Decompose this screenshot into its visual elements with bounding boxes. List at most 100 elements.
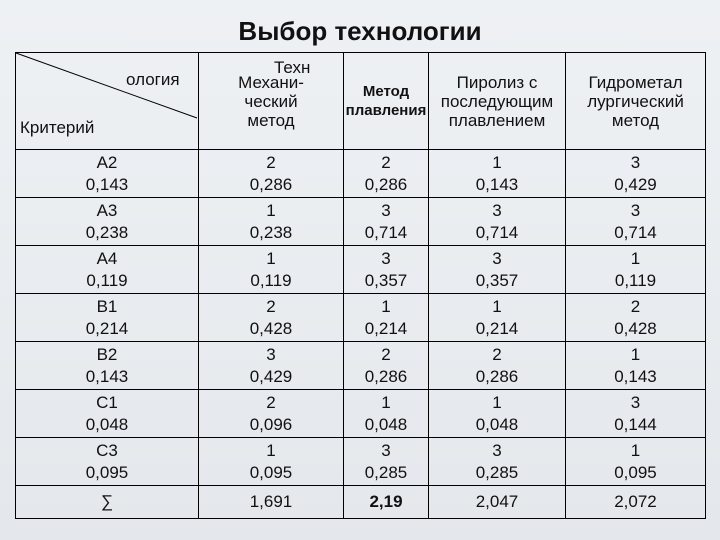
table-cell: 2 0,096 [198, 389, 344, 438]
table-row: А2 0,143 2 0,286 2 0,286 1 0,143 3 0,429 [15, 149, 706, 198]
cell-line: 0,096 [249, 414, 293, 434]
table-cell: 1 0,119 [565, 245, 706, 294]
cell-line: А2 [96, 152, 118, 172]
table-cell: 1 0,095 [198, 437, 344, 486]
cell-line: 1 [630, 248, 641, 268]
cell-line: 3 [492, 440, 502, 460]
cell-line: 0,285 [364, 462, 408, 482]
cell-line: 3 [630, 152, 641, 172]
cell-line: ческий [244, 91, 298, 111]
cell-line: 0,286 [364, 366, 408, 386]
table-cell: 3 0,357 [428, 245, 566, 294]
table-cell: 1 0,143 [565, 341, 706, 390]
cell-line: 0,285 [475, 462, 519, 482]
table-row: В2 0,143 3 0,429 2 0,286 2 0,286 1 0,143 [15, 341, 706, 390]
cell-line: 0,119 [614, 270, 657, 290]
cell-line: В1 [96, 296, 118, 316]
table-cell: 2 0,286 [343, 341, 429, 390]
cell-line: В2 [96, 344, 118, 364]
table-cell: 2 0,428 [565, 293, 706, 342]
cell-line: 0,095 [85, 462, 129, 482]
table-cell: 3 0,357 [343, 245, 429, 294]
table-row: С3 0,095 1 0,095 3 0,285 3 0,285 1 0,095 [15, 437, 706, 486]
cell-line: 1 [266, 248, 276, 268]
table-cell: 3 0,285 [343, 437, 429, 486]
table-cell: С3 0,095 [15, 437, 199, 486]
header-row: Механи-ческий метод Метод плавления Пиролиз … [15, 52, 706, 150]
table-cell: 3 0,714 [565, 197, 706, 246]
table-cell: 1 0,214 [343, 293, 429, 342]
table-cell: 1 0,048 [343, 389, 429, 438]
cell-line: 0,048 [85, 414, 129, 434]
cell-line: 0,286 [475, 366, 519, 386]
title: Выбор технологии [238, 16, 482, 46]
cell-line: 1 [492, 152, 502, 172]
table-cell: 2 0,428 [198, 293, 344, 342]
table-row: А3 0,238 1 0,238 3 0,714 3 0,714 3 0,714 [15, 197, 706, 246]
cell-line: 0,144 [614, 414, 657, 434]
cell-line: 3 [381, 200, 391, 220]
table-row: С1 0,048 2 0,096 1 0,048 1 0,048 3 0,144 [15, 389, 706, 438]
table-cell: А2 0,143 [15, 149, 199, 198]
cell-line: 2 [266, 296, 276, 316]
cell-line: 0,238 [249, 222, 293, 242]
cell-line: 3 [381, 248, 391, 268]
table-row: А4 0,119 1 0,119 3 0,357 3 0,357 1 0,119 [15, 245, 706, 294]
sum-cell: ∑ [15, 485, 199, 519]
cell-line: Механи- [238, 72, 304, 92]
cell-line: 2 [266, 392, 276, 412]
cell-line: 0,429 [614, 174, 657, 194]
cell-line: 0,286 [249, 174, 293, 194]
table-cell: 3 0,429 [565, 149, 706, 198]
cell-line: 3 [381, 440, 391, 460]
cell-line: 0,143 [475, 174, 519, 194]
table-cell: 3 0,714 [428, 197, 566, 246]
table: Механи-ческий метод Метод плавления Пиролиз … [15, 52, 706, 519]
sum-cell: 2,047 [428, 485, 566, 519]
cell-line: 0,143 [85, 174, 129, 194]
cell-line: 0,714 [614, 222, 657, 242]
table-cell: 2 0,286 [343, 149, 429, 198]
cell-line: 0,048 [475, 414, 519, 434]
cell-line: 2 [630, 296, 641, 316]
table-cell: 3 0,714 [343, 197, 429, 246]
cell-line: плавления [345, 102, 427, 119]
cell-line: 0,214 [475, 318, 519, 338]
cell-line: 0,119 [86, 270, 128, 290]
cell-line: 2 [381, 344, 391, 364]
cell-line: 0,143 [85, 366, 129, 386]
cell-line: А3 [96, 200, 118, 220]
column-header: Гидрометал лургический метод [565, 52, 706, 150]
cell-line: 0,714 [364, 222, 408, 242]
cell-line: С1 [96, 392, 118, 412]
cell-line: Пиролиз с [456, 72, 538, 92]
cell-line: 0,048 [364, 414, 408, 434]
cell-line: 0,286 [364, 174, 408, 194]
cell-line: 0,357 [364, 270, 408, 290]
table-cell: 1 0,238 [198, 197, 344, 246]
cell-line: 1 [381, 296, 391, 316]
table-cell: 1 0,048 [428, 389, 566, 438]
corner-criterion: Критерий [20, 118, 95, 137]
column-header: Механи-ческий метод [198, 52, 344, 150]
table-cell: 2 0,286 [198, 149, 344, 198]
cell-line: 0,095 [249, 462, 293, 482]
cell-line: 0,214 [364, 318, 408, 338]
cell-line: С3 [96, 440, 118, 460]
cell-line: 0,357 [475, 270, 519, 290]
table-cell: А4 0,119 [15, 245, 199, 294]
table-row: В1 0,214 2 0,428 1 0,214 1 0,214 2 0,428 [15, 293, 706, 342]
table-cell: С1 0,048 [15, 389, 199, 438]
corner-tech: ология [126, 70, 180, 89]
table-cell: 1 0,095 [565, 437, 706, 486]
table-cell: 3 0,429 [198, 341, 344, 390]
cell-line: 0,214 [85, 318, 129, 338]
cell-line: Метод [362, 83, 410, 100]
cell-line: 1 [492, 296, 502, 316]
cell-line: 0,428 [249, 318, 293, 338]
table-cell: В2 0,143 [15, 341, 199, 390]
cell-line: А4 [96, 248, 118, 268]
cell-line: 3 [630, 392, 641, 412]
table-cell: 1 0,214 [428, 293, 566, 342]
